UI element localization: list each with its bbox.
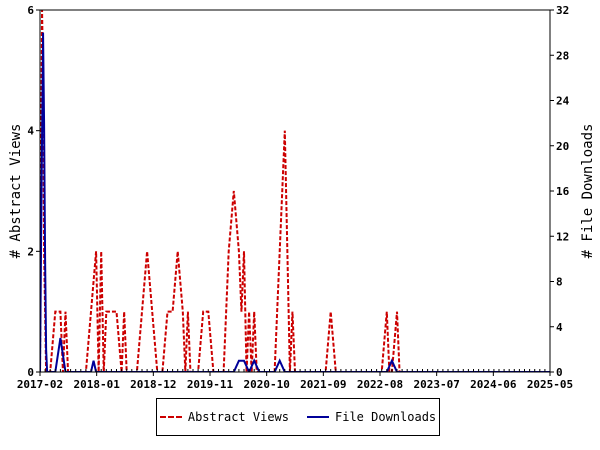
- y-right-tick-label: 32: [556, 4, 569, 17]
- series-line-file-downloads: [40, 32, 550, 372]
- y-right-tick-label: 16: [556, 185, 570, 198]
- dashed-line-swatch: [159, 416, 182, 418]
- x-tick-label: 2021-09: [300, 378, 346, 391]
- y-right-tick-label: 24: [556, 95, 570, 108]
- left-axis-title: # Abstract Views: [8, 124, 24, 259]
- x-tick-label: 2024-06: [470, 378, 517, 391]
- x-tick-label: 2023-07: [413, 378, 459, 391]
- y-right-tick-label: 12: [556, 230, 569, 243]
- y-right-tick-label: 4: [556, 321, 563, 334]
- y-right-tick-label: 0: [556, 366, 563, 379]
- series-line-abstract-views: [40, 9, 550, 372]
- x-tick-label: 2018-01: [73, 378, 120, 391]
- right-axis-title: # File Downloads: [580, 124, 596, 259]
- solid-line-swatch: [307, 416, 329, 418]
- x-tick-label: 2018-12: [130, 378, 176, 391]
- plot-area: [40, 9, 550, 372]
- legend-item-file-downloads: File Downloads: [307, 410, 436, 424]
- y-left-tick-label: 0: [27, 366, 34, 379]
- plot-frame: [39, 9, 551, 373]
- y-left-tick-label: 4: [27, 125, 34, 138]
- y-right-tick-label: 20: [556, 140, 569, 153]
- y-right-tick-label: 8: [556, 276, 563, 289]
- y-right-tick-label: 28: [556, 49, 569, 62]
- axes: 2017-02 2018-01 2018-12 2019-11 2020-10 2021-…: [17, 4, 573, 391]
- x-tick-label: 2019-11: [187, 378, 234, 391]
- y-left-tick-label: 2: [27, 245, 34, 258]
- legend-item-abstract-views: Abstract Views: [159, 410, 289, 424]
- y-left-tick-label: 6: [27, 4, 34, 17]
- legend-label: File Downloads: [335, 410, 437, 424]
- x-tick-label: 2020-10: [243, 378, 289, 391]
- x-tick-label: 2022-08: [357, 378, 403, 391]
- legend: Abstract Views File Downloads: [156, 398, 440, 436]
- x-tick-label: 2025-05: [527, 378, 573, 391]
- legend-label: Abstract Views: [187, 410, 289, 424]
- x-tick-label: 2017-02: [17, 378, 63, 391]
